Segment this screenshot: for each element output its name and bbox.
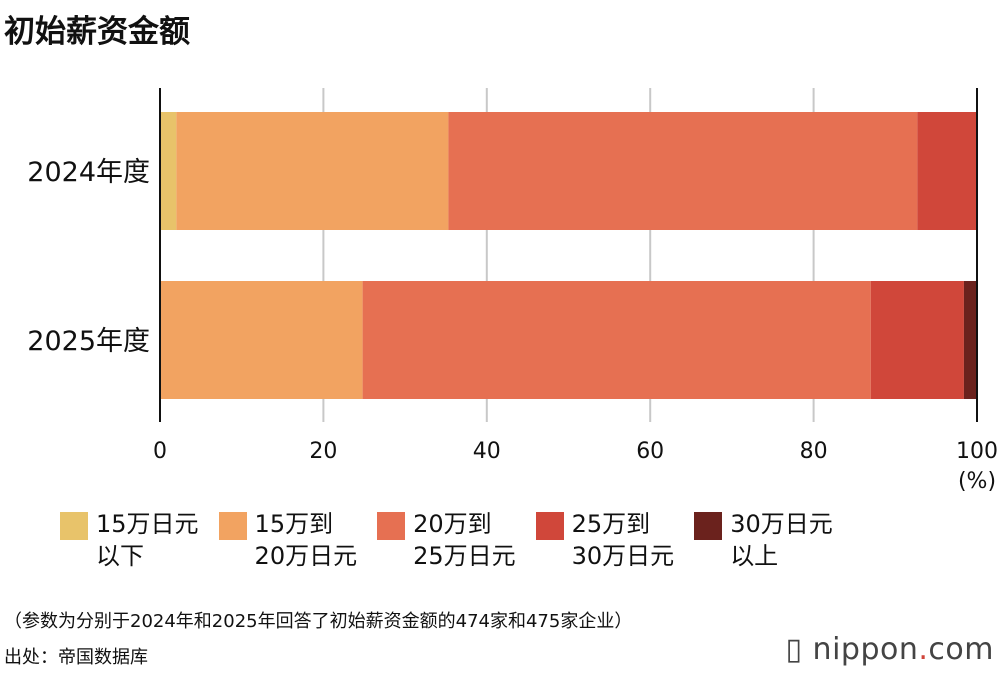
bar-segment (870, 281, 964, 399)
legend-swatch (218, 512, 247, 540)
bar-segment (362, 281, 871, 399)
legend: 15万日元 以下 15万到 20万日元 20万到 25万日元 25万到 30万日元 30… (60, 508, 853, 572)
legend-label: 30万日元 以上 (730, 510, 833, 570)
legend-label: 15万到 20万日元 (254, 510, 358, 570)
x-tick-label: 60 (636, 439, 664, 464)
x-tick-label: 0 (153, 439, 167, 464)
legend-label: 15万日元 以下 (96, 510, 199, 570)
legend-item: 15万日元 以下 (60, 508, 199, 572)
x-tick-label: 20 (309, 439, 337, 464)
nippon-logo: ▯ nippon.com (785, 632, 994, 667)
y-category-label: 2024年度 (27, 157, 150, 188)
bar-segment (160, 281, 363, 399)
x-axis-unit: (%) (958, 469, 996, 494)
legend-swatch (377, 512, 406, 540)
x-tick-label: 40 (473, 439, 501, 464)
footnote: （参数为分别于2024年和2025年回答了初始薪资金额的474家和475家企业） (4, 611, 633, 632)
legend-swatch (694, 512, 723, 540)
bar-segment (917, 112, 977, 230)
legend-item: 30万日元 以上 (694, 508, 833, 572)
x-tick-label: 100 (956, 439, 998, 464)
legend-swatch (535, 512, 564, 540)
legend-label: 20万到 25万日元 (413, 510, 516, 570)
bar-segment (448, 112, 918, 230)
chart-title: 初始薪资金额 (4, 14, 190, 50)
legend-swatch (60, 512, 88, 540)
bar-segment (963, 281, 977, 399)
x-tick-label: 80 (800, 439, 828, 464)
bar-segment (176, 112, 449, 230)
legend-item: 25万到 30万日元 (535, 508, 675, 572)
bar-segment (160, 112, 177, 230)
source: 出处：帝国数据库 (4, 647, 148, 668)
legend-label: 25万到 30万日元 (571, 510, 675, 570)
legend-item: 15万到 20万日元 (218, 508, 358, 572)
y-category-label: 2025年度 (27, 326, 150, 357)
legend-item: 20万到 25万日元 (377, 508, 516, 572)
